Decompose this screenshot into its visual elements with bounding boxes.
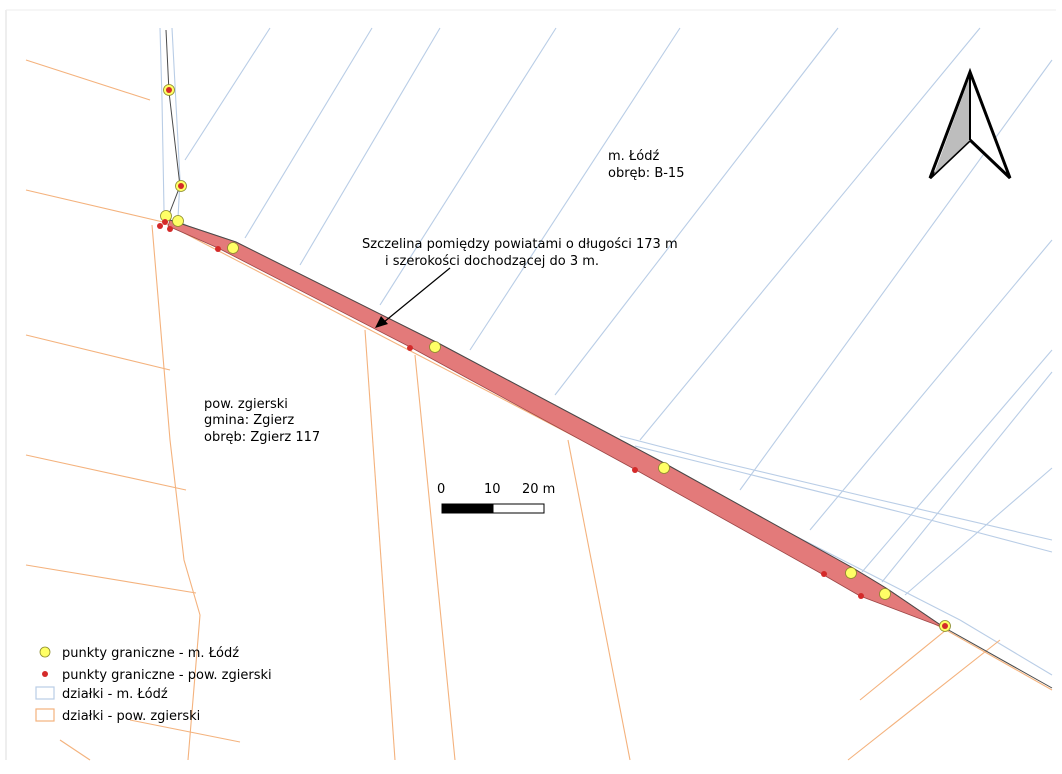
annotation-arrow (375, 267, 451, 328)
lodz-parcel-line (634, 445, 1053, 553)
zgierski-parcel-line (151, 224, 201, 761)
annotation-line1: Szczelina pomiędzy powiatami o długości … (362, 237, 678, 252)
lodz-parcel-line (171, 27, 181, 219)
lodz-boundary-points (160, 84, 951, 632)
zgierski-point-marker[interactable] (167, 226, 173, 232)
zgierski-boundary-points (157, 87, 948, 629)
lodz-point-marker[interactable] (172, 215, 184, 227)
scale-tick-20: 20 m (522, 482, 555, 497)
lodz-point-marker[interactable] (658, 462, 670, 474)
lodz-point-marker[interactable] (227, 242, 239, 254)
zgierski-name-label: pow. zgierski (204, 397, 288, 412)
lodz-parcel-line (619, 435, 1053, 541)
lodz-point-marker[interactable] (845, 567, 857, 579)
zgierski-point-marker[interactable] (157, 223, 163, 229)
zgierski-parcel-line (859, 629, 947, 701)
zgierski-parcel-line (567, 439, 631, 761)
zgierski-point-marker[interactable] (821, 571, 827, 577)
zgierski-point-marker[interactable] (942, 623, 948, 629)
north-arrow-icon (928, 67, 1012, 180)
zgierski-parcel-line (59, 739, 91, 761)
legend-lodz-point-icon (39, 646, 51, 658)
lodz-obreb-label: obręb: B-15 (608, 166, 684, 181)
scale-segment-black (441, 503, 494, 514)
lodz-name-label: m. Łódź (608, 149, 659, 164)
zgierski-parcel-line (129, 719, 241, 743)
lodz-parcel-line (554, 27, 839, 396)
scale-segment-white (492, 503, 545, 514)
zgierski-parcel-line (25, 334, 171, 371)
lodz-parcel-line (739, 59, 1053, 491)
lodz-parcel-line (904, 467, 1053, 596)
zgierski-parcel-line (847, 639, 1001, 761)
lodz-parcel-line (881, 371, 1053, 583)
legend-item-zgierski-parcels: działki - pow. zgierski (62, 709, 200, 724)
zgierski-point-marker[interactable] (632, 467, 638, 473)
scale-bar: 0 10 20 m (437, 482, 555, 514)
lodz-parcel-line (809, 239, 1053, 531)
lodz-point-marker[interactable] (429, 341, 441, 353)
legend-item-lodz-parcels: działki - m. Łódź (62, 687, 168, 702)
legend-item-lodz-points: punkty graniczne - m. Łódź (62, 646, 239, 661)
lodz-parcel-line (639, 27, 981, 441)
lodz-parcel-line (159, 27, 165, 211)
legend: punkty graniczne - m. Łódź punkty granic… (35, 646, 272, 724)
zgierski-parcel-line (25, 454, 187, 491)
legend-zgierski-point-icon (42, 671, 48, 677)
zgierski-parcel-line (945, 629, 1053, 691)
scale-tick-10: 10 (484, 482, 501, 497)
lodz-parcel-line (244, 27, 373, 239)
lodz-parcel-line (299, 27, 441, 266)
lodz-parcel-line (184, 27, 271, 161)
lodz-parcel-line (959, 619, 1053, 676)
annotation-line2: i szerokości dochodzącej do 3 m. (385, 254, 599, 269)
zgierski-point-marker[interactable] (162, 219, 168, 225)
zgierski-point-marker[interactable] (407, 345, 413, 351)
zgierski-point-marker[interactable] (166, 87, 172, 93)
lodz-boundary-line (169, 219, 1053, 689)
zgierski-point-marker[interactable] (178, 183, 184, 189)
lodz-parcel-line (379, 27, 557, 306)
zgierski-parcel-line (25, 564, 197, 594)
lodz-boundary-line (165, 29, 181, 223)
legend-lodz-parcel-icon (35, 686, 55, 700)
zgierski-gmina-label: gmina: Zgierz (204, 413, 294, 428)
lodz-point-marker[interactable] (879, 588, 891, 600)
zgierski-point-marker[interactable] (215, 246, 221, 252)
lodz-parcels (159, 27, 1053, 676)
lodz-parcel-line (861, 349, 1053, 573)
lodz-parcel-line (469, 27, 681, 351)
zgierski-parcel-line (25, 189, 164, 223)
legend-zgierski-parcel-icon (35, 708, 55, 722)
zgierski-parcel-line (25, 59, 151, 101)
scale-tick-0: 0 (437, 482, 445, 497)
zgierski-parcel-line (364, 329, 396, 761)
zgierski-obreb-label: obręb: Zgierz 117 (204, 430, 320, 445)
legend-item-zgierski-points: punkty graniczne - pow. zgierski (62, 668, 272, 683)
zgierski-parcel-line (414, 354, 456, 761)
zgierski-point-marker[interactable] (858, 593, 864, 599)
